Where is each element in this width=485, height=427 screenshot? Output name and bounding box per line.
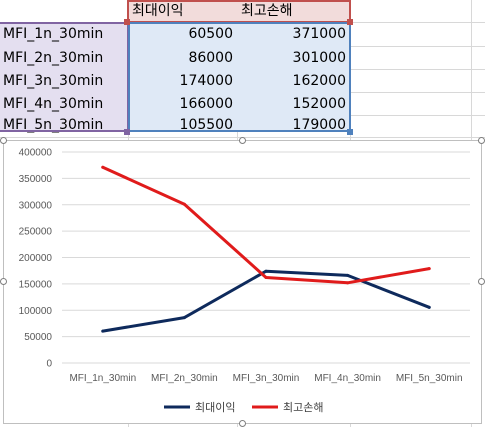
data-point xyxy=(427,267,431,271)
y-tick-label: 250000 xyxy=(19,227,53,238)
data-point xyxy=(346,281,350,285)
data-point xyxy=(264,276,268,280)
value-cell[interactable]: 179000 xyxy=(292,117,346,133)
row-label-cell[interactable]: MFI_1n_30min xyxy=(3,26,104,42)
chart-resize-handle[interactable] xyxy=(478,278,485,285)
header-cell[interactable]: 최고손해 xyxy=(241,3,293,19)
y-tick-label: 50000 xyxy=(24,332,52,343)
chart-resize-handle[interactable] xyxy=(478,137,485,144)
range-resize-handle[interactable] xyxy=(347,129,353,135)
y-tick-label: 400000 xyxy=(19,148,53,159)
header-range-outline xyxy=(127,0,351,23)
y-tick-label: 100000 xyxy=(19,306,53,317)
value-cell[interactable]: 371000 xyxy=(292,26,346,42)
value-cell[interactable]: 301000 xyxy=(292,50,346,66)
data-point xyxy=(182,316,186,320)
data-point xyxy=(101,329,105,333)
label-range-bg xyxy=(0,23,128,131)
header-cell[interactable]: 최대이익 xyxy=(132,3,184,19)
x-tick-label: MFI_3n_30min xyxy=(233,373,300,384)
value-cell[interactable]: 105500 xyxy=(179,117,233,133)
x-tick-label: MFI_2n_30min xyxy=(151,373,218,384)
row-label-cell[interactable]: MFI_5n_30min xyxy=(3,117,104,133)
header-range-bg xyxy=(129,0,350,22)
chart-canvas: 0 50000 100000 150000 200000 250000 300000 3500… xyxy=(19,148,470,414)
row-label-cell[interactable]: MFI_3n_30min xyxy=(3,73,104,89)
line-chart[interactable]: 0 50000 100000 150000 200000 250000 300000 3500… xyxy=(3,140,482,424)
data-point xyxy=(264,269,268,273)
y-tick-label: 350000 xyxy=(19,174,53,185)
legend-label: 최대이익 xyxy=(195,401,235,414)
value-cell[interactable]: 60500 xyxy=(188,26,233,42)
value-cell[interactable]: 86000 xyxy=(188,50,233,66)
x-tick-label: MFI_5n_30min xyxy=(396,373,463,384)
data-point xyxy=(182,202,186,206)
range-resize-handle[interactable] xyxy=(347,19,353,25)
value-cell[interactable]: 174000 xyxy=(179,73,233,89)
label-range-outline xyxy=(0,22,129,132)
range-resize-handle[interactable] xyxy=(124,19,130,25)
value-cell[interactable]: 162000 xyxy=(292,73,346,89)
chart-resize-handle[interactable] xyxy=(0,278,7,285)
legend-label: 최고손해 xyxy=(283,400,323,414)
chart-resize-handle[interactable] xyxy=(239,137,246,144)
series-line-1 xyxy=(101,269,431,333)
series-line-2 xyxy=(101,165,431,285)
x-tick-label: MFI_1n_30min xyxy=(69,373,136,384)
chart-resize-handle[interactable] xyxy=(0,137,7,144)
data-point xyxy=(101,165,105,169)
value-range-bg xyxy=(129,23,350,131)
value-cell[interactable]: 152000 xyxy=(292,96,346,112)
x-tick-label: MFI_4n_30min xyxy=(314,373,381,384)
y-tick-label: 150000 xyxy=(19,279,53,290)
y-tick-label: 300000 xyxy=(19,200,53,211)
value-range-outline xyxy=(128,22,351,132)
y-tick-label: 200000 xyxy=(19,253,53,264)
range-resize-handle[interactable] xyxy=(124,129,130,135)
data-point xyxy=(427,305,431,309)
data-point xyxy=(346,273,350,277)
row-label-cell[interactable]: MFI_4n_30min xyxy=(3,96,104,112)
value-cell[interactable]: 166000 xyxy=(179,96,233,112)
chart-resize-handle[interactable] xyxy=(239,420,246,427)
row-label-cell[interactable]: MFI_2n_30min xyxy=(3,50,104,66)
y-tick-label: 0 xyxy=(46,359,52,370)
